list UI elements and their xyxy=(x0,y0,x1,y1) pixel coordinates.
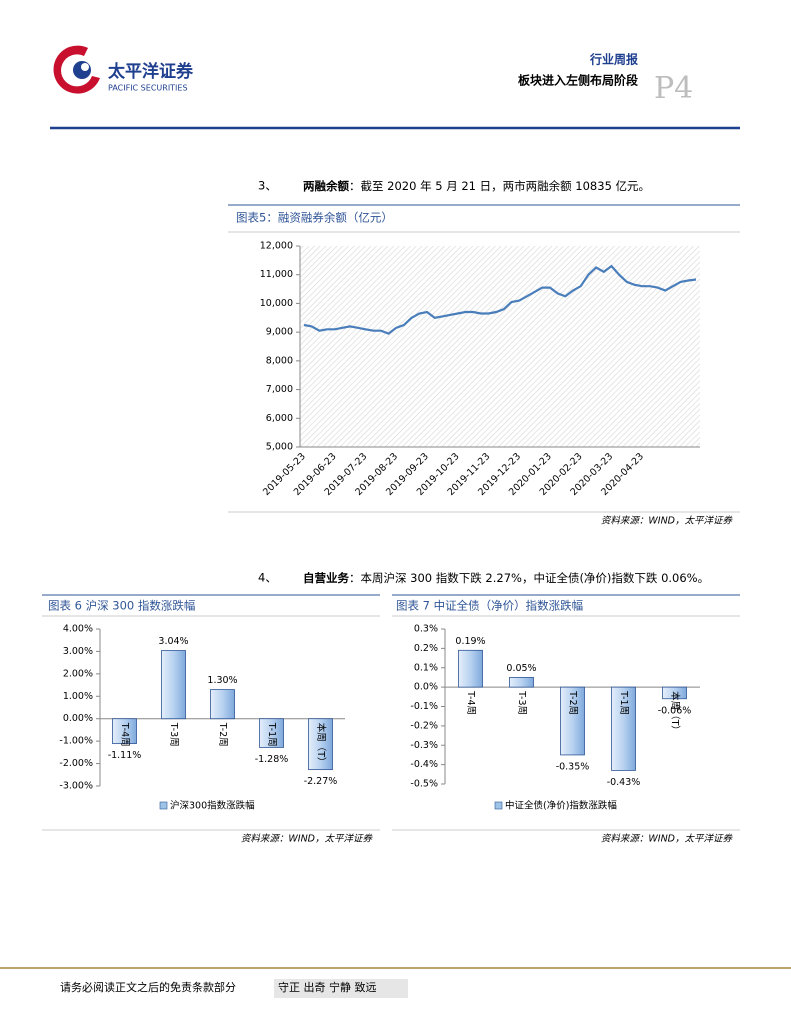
x-tick-label: T-4周 xyxy=(465,690,476,715)
chart-source: 资料来源：WIND，太平洋证券 xyxy=(241,833,374,845)
chart-title: 图表 6 沪深 300 指数涨跌幅 xyxy=(48,599,195,613)
y-tick-label: -2.00% xyxy=(59,758,93,769)
x-tick-label: T-2周 xyxy=(567,690,578,715)
y-tick-label: 10,000 xyxy=(260,298,293,309)
y-tick-label: -0.3% xyxy=(410,740,438,751)
y-tick-label: -1.00% xyxy=(59,736,93,747)
bar xyxy=(458,649,483,688)
plot-background xyxy=(300,246,700,447)
x-tick-label: T-3周 xyxy=(516,690,527,715)
bar xyxy=(509,677,534,688)
y-tick-label: 1.00% xyxy=(63,691,93,702)
y-tick-label: 0.0% xyxy=(414,682,438,693)
bar xyxy=(210,689,235,720)
x-tick-label: T-2周 xyxy=(217,722,228,747)
legend-swatch xyxy=(159,801,168,810)
motto-bg xyxy=(274,979,408,998)
x-tick-label: T-1周 xyxy=(618,690,629,715)
value-label: -0.35% xyxy=(556,761,590,772)
logo-en: PACIFIC SECURITIES xyxy=(108,84,188,93)
bar xyxy=(259,718,284,748)
y-tick-label: 11,000 xyxy=(260,269,293,280)
x-tick-label: T-4周 xyxy=(119,722,130,747)
logo xyxy=(53,45,100,94)
section-text: 两融余额：截至 2020 年 5 月 21 日，两市两融余额 10835 亿元。 xyxy=(303,179,650,193)
report-type: 行业周报 xyxy=(589,52,638,67)
x-tick-label: 本周（T） xyxy=(669,691,681,735)
section-heading: 两融余额 xyxy=(303,179,349,193)
x-tick-label: 本周（T） xyxy=(315,723,327,767)
value-label: 0.05% xyxy=(506,663,536,674)
y-tick-label: 6,000 xyxy=(266,413,293,424)
y-tick-label: -0.2% xyxy=(410,720,438,731)
y-tick-label: -0.1% xyxy=(410,701,438,712)
legend-label: 中证全债(净价)指数涨跌幅 xyxy=(505,800,617,812)
y-tick-label: -0.5% xyxy=(410,779,438,790)
value-label: -1.11% xyxy=(108,750,142,761)
value-label: 0.19% xyxy=(455,636,485,647)
bar xyxy=(112,718,137,745)
chart-source: 资料来源：WIND，太平洋证券 xyxy=(601,833,734,845)
y-tick-label: 5,000 xyxy=(266,442,293,453)
y-tick-label: 3.00% xyxy=(63,646,93,657)
chart-title: 图表 7 中证全债（净价）指数涨跌幅 xyxy=(396,599,583,613)
x-tick-label: T-3周 xyxy=(168,722,179,747)
bar xyxy=(161,650,186,720)
section-body: ：本周沪深 300 指数下跌 2.27%，中证全债(净价)指数下跌 0.06%。 xyxy=(349,571,709,585)
logo-cn: 太平洋证券 xyxy=(108,61,194,82)
y-tick-label: -3.00% xyxy=(59,781,93,792)
y-tick-label: 9,000 xyxy=(266,327,293,338)
y-tick-label: 8,000 xyxy=(266,355,293,366)
x-tick-label: T-1周 xyxy=(266,722,277,747)
line-series xyxy=(303,264,697,335)
section-number: 4、 xyxy=(258,571,277,585)
legend-swatch xyxy=(494,801,503,810)
legend-label: 沪深300指数涨跌幅 xyxy=(170,800,255,812)
y-tick-label: 0.3% xyxy=(414,624,438,635)
bar xyxy=(560,686,585,756)
section-body: ：截至 2020 年 5 月 21 日，两市两融余额 10835 亿元。 xyxy=(349,179,650,193)
y-tick-label: 4.00% xyxy=(63,624,93,635)
motto: 守正 出奇 宁静 致远 xyxy=(278,980,377,994)
y-tick-label: 0.1% xyxy=(414,662,438,673)
y-tick-label: 2.00% xyxy=(63,668,93,679)
disclaimer: 请务必阅读正文之后的免责条款部分 xyxy=(60,980,236,994)
y-tick-label: -0.4% xyxy=(410,759,438,770)
y-tick-label: 12,000 xyxy=(260,241,293,252)
section-heading: 自营业务 xyxy=(303,571,349,585)
section-number: 3、 xyxy=(258,179,277,193)
value-label: 3.04% xyxy=(158,636,188,647)
value-label: -0.06% xyxy=(658,705,692,716)
value-label: 1.30% xyxy=(207,675,237,686)
bar xyxy=(611,686,636,771)
report-title: 板块进入左侧布局阶段 xyxy=(518,73,639,88)
chart-source: 资料来源：WIND，太平洋证券 xyxy=(601,515,734,527)
value-label: -1.28% xyxy=(255,754,289,765)
y-tick-label: 7,000 xyxy=(266,384,293,395)
section-text: 自营业务：本周沪深 300 指数下跌 2.27%，中证全债(净价)指数下跌 0.… xyxy=(303,571,709,585)
chart-title: 图表5：融资融券余额（亿元） xyxy=(236,211,393,225)
bar xyxy=(308,718,333,771)
value-label: -2.27% xyxy=(304,776,338,787)
y-tick-label: 0.2% xyxy=(414,643,438,654)
page-number: P4 xyxy=(654,71,693,106)
y-tick-label: 0.00% xyxy=(63,713,93,724)
value-label: -0.43% xyxy=(607,777,641,788)
bar xyxy=(662,686,687,700)
